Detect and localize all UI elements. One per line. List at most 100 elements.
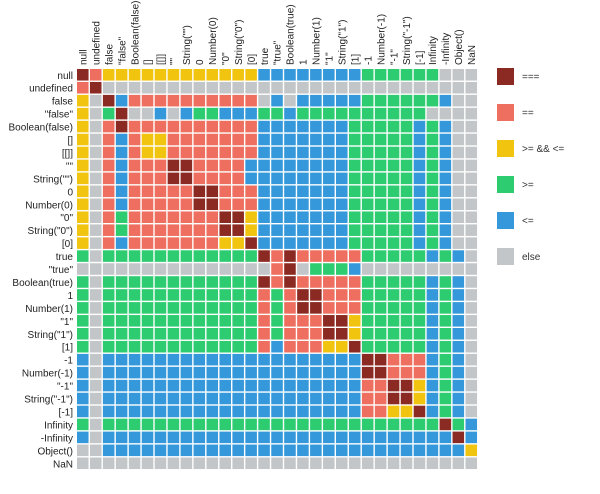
heatmap-cell: [232, 302, 244, 314]
heatmap-cell: [452, 133, 465, 146]
heatmap-cell: [400, 418, 413, 431]
row-label: NaN: [53, 459, 73, 470]
heatmap-cell: [348, 457, 361, 470]
heatmap-cell: [219, 418, 231, 431]
heatmap-cell: [361, 353, 374, 366]
heatmap-cell: [258, 107, 270, 120]
heatmap-cell: [141, 94, 154, 107]
heatmap-cell: [452, 392, 465, 405]
heatmap-cell: [219, 69, 231, 81]
heatmap-cell: [426, 340, 439, 353]
heatmap-cell: [413, 172, 426, 185]
heatmap-cell: [128, 198, 141, 211]
heatmap-cell: [426, 133, 439, 146]
heatmap-cell: [141, 211, 154, 223]
heatmap-cell: [180, 172, 193, 185]
heatmap-cell: [271, 366, 283, 379]
heatmap-cell: [323, 366, 335, 379]
heatmap-cell: [232, 289, 244, 301]
heatmap-cell: [452, 457, 465, 470]
heatmap-cell: [297, 250, 309, 262]
heatmap-cell: [336, 250, 348, 262]
column-label: String("0"): [234, 20, 245, 65]
heatmap-cell: [128, 444, 141, 457]
heatmap-cell: [348, 289, 361, 301]
heatmap-cell: [413, 418, 426, 431]
heatmap-cell: [232, 276, 244, 288]
heatmap-cell: [245, 353, 257, 366]
heatmap-cell: [439, 211, 452, 223]
heatmap-cell: [426, 107, 439, 120]
heatmap-cell: [387, 444, 400, 457]
heatmap-cell: [154, 276, 167, 288]
heatmap-cells: [77, 69, 478, 470]
heatmap-cell: [439, 185, 452, 198]
heatmap-cell: [310, 366, 322, 379]
heatmap-cell: [413, 237, 426, 249]
heatmap-cell: [154, 444, 167, 457]
heatmap-cell: [361, 392, 374, 405]
heatmap-cell: [206, 146, 219, 159]
heatmap-cell: [77, 185, 89, 198]
heatmap-cell: [323, 198, 335, 211]
heatmap-cell: [89, 69, 102, 81]
heatmap-cell: [439, 107, 452, 120]
heatmap-cell: [465, 418, 478, 431]
heatmap-cell: [297, 418, 309, 431]
heatmap-cell: [297, 107, 309, 120]
column-label: Boolean(true): [286, 4, 297, 65]
heatmap-cell: [77, 340, 89, 353]
row-label: String("0"): [28, 226, 73, 237]
heatmap-cell: [310, 237, 322, 249]
heatmap-cell: [297, 392, 309, 405]
heatmap-cell: [154, 107, 167, 120]
heatmap-cell: [193, 224, 206, 236]
heatmap-cell: [154, 263, 167, 275]
heatmap-cell: [77, 250, 89, 262]
row-labels: null undefined false "false" Boolean(false) […: [9, 71, 74, 471]
heatmap-cell: [232, 94, 244, 107]
heatmap-cell: [323, 289, 335, 301]
column-label: -1: [363, 56, 374, 65]
heatmap-cell: [271, 198, 283, 211]
heatmap-cell: [206, 250, 219, 262]
heatmap-cell: [400, 276, 413, 288]
row-label: "-1": [57, 382, 73, 393]
heatmap-cell: [219, 315, 231, 327]
heatmap-cell: [271, 211, 283, 223]
heatmap-cell: [193, 94, 206, 107]
heatmap-cell: [206, 289, 219, 301]
heatmap-cell: [336, 431, 348, 444]
heatmap-cell: [102, 315, 115, 327]
heatmap-cell: [465, 185, 478, 198]
heatmap-cell: [77, 302, 89, 314]
heatmap-cell: [361, 405, 374, 418]
heatmap-cell: [284, 107, 296, 120]
row-label: [[]]: [62, 148, 73, 159]
heatmap-cell: [258, 159, 270, 172]
heatmap-cell: [102, 185, 115, 198]
heatmap-cell: [284, 94, 296, 107]
heatmap-cell: [167, 418, 180, 431]
heatmap-cell: [245, 444, 257, 457]
heatmap-cell: [413, 250, 426, 262]
heatmap-cell: [336, 224, 348, 236]
heatmap-cell: [245, 159, 257, 172]
heatmap-cell: [348, 392, 361, 405]
heatmap-cell: [102, 392, 115, 405]
heatmap-cell: [232, 107, 244, 120]
heatmap-cell: [413, 224, 426, 236]
heatmap-cell: [167, 392, 180, 405]
heatmap-cell: [115, 185, 128, 198]
heatmap-cell: [348, 328, 361, 340]
legend-swatch: [497, 68, 514, 85]
heatmap-cell: [361, 250, 374, 262]
heatmap-cell: [219, 431, 231, 444]
heatmap-cell: [89, 340, 102, 353]
heatmap-cell: [323, 263, 335, 275]
heatmap-cell: [193, 211, 206, 223]
heatmap-cell: [258, 366, 270, 379]
heatmap-cell: [245, 211, 257, 223]
heatmap-cell: [128, 172, 141, 185]
